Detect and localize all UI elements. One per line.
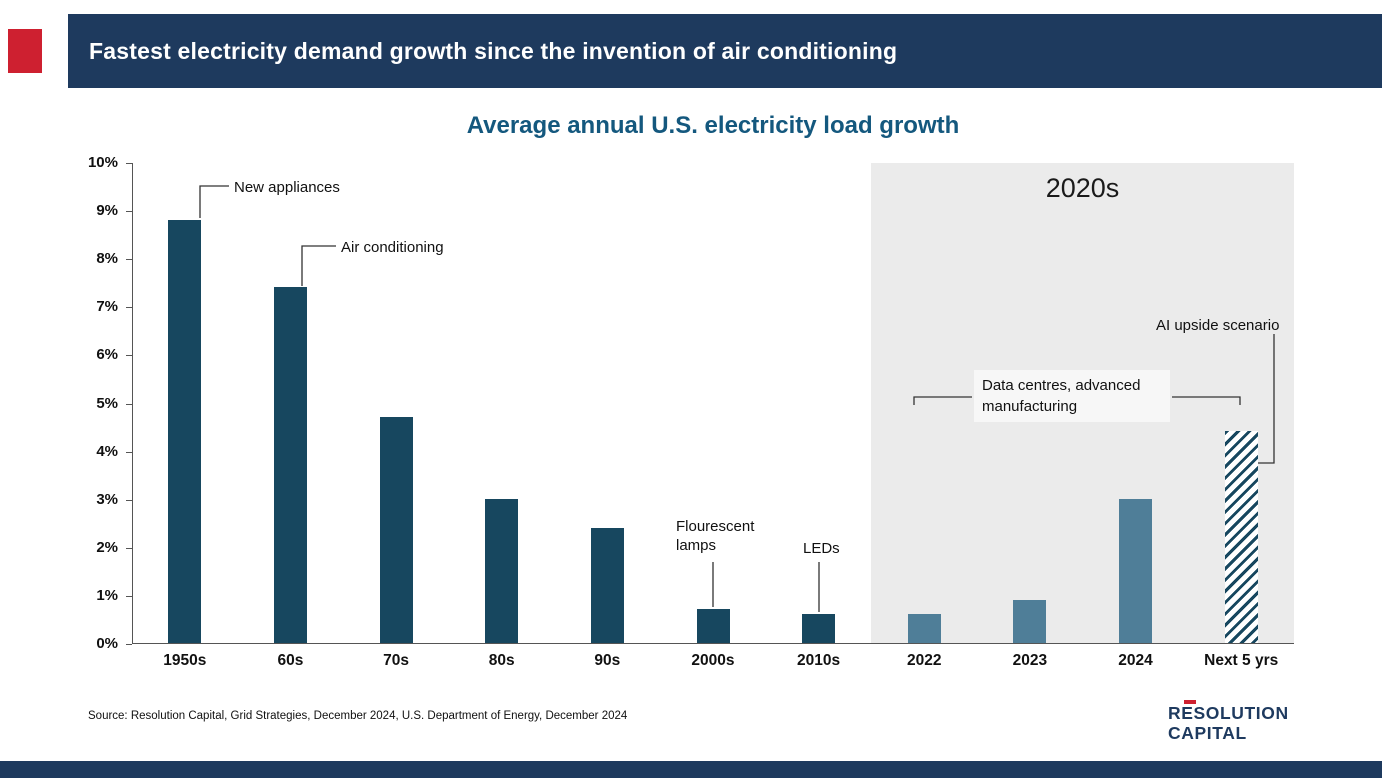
annotation-air-conditioning: Air conditioning <box>341 239 444 256</box>
y-axis-tick <box>126 163 132 164</box>
chart-title: Average annual U.S. electricity load gro… <box>466 112 960 139</box>
bar-2022 <box>907 614 941 643</box>
annotation-data-centres: Data centres, advanced manufacturing <box>974 370 1170 422</box>
y-axis-tick <box>126 307 132 309</box>
red-accent-square <box>8 29 42 73</box>
x-axis-label-2022: 2022 <box>907 652 942 669</box>
y-axis-tick <box>126 403 132 405</box>
bar-2000s <box>696 609 730 643</box>
annotation-new-appliances: New appliances <box>234 179 340 196</box>
y-axis-line <box>132 163 133 644</box>
annotation-ai-upside: AI upside scenario <box>1156 317 1280 334</box>
y-axis-tick <box>126 547 132 549</box>
x-axis-label-2010s: 2010s <box>797 652 841 669</box>
x-axis-label-70s: 70s <box>383 652 410 669</box>
x-axis-label-2000s: 2000s <box>691 652 735 669</box>
bars-container <box>132 163 1294 644</box>
bar-60s <box>274 287 307 643</box>
y-axis-tick <box>126 451 132 453</box>
y-axis-label-3%: 3% <box>96 490 118 508</box>
y-axis-label-4%: 4% <box>96 442 118 460</box>
bar-Next-5-yrs <box>1224 431 1258 643</box>
logo-line1: RESOLUTION <box>1168 703 1289 723</box>
x-axis-label-80s: 80s <box>488 652 515 669</box>
annotation-flourescent-lamps: Flourescent lamps <box>676 518 755 554</box>
y-axis-tick <box>126 595 132 597</box>
bar-70s <box>379 416 413 643</box>
y-axis-labels: 0% 1% 2% 3% 4% 5% 6% 7% 8% 9% 10% <box>80 154 124 652</box>
header-title: Fastest electricity demand growth since … <box>89 37 898 64</box>
bottom-bar <box>0 761 1382 778</box>
y-axis-label-9%: 9% <box>96 202 118 220</box>
logo-line2: CAPITAL <box>1168 723 1247 743</box>
x-axis-line <box>132 643 1294 644</box>
logo-red-accent <box>1184 700 1196 704</box>
x-axis-label-90s: 90s <box>594 652 621 669</box>
y-axis-label-6%: 6% <box>96 346 118 364</box>
resolution-capital-logo: RESOLUTION CAPITAL <box>1168 700 1289 743</box>
bar-1950s <box>168 219 202 643</box>
y-axis-label-5%: 5% <box>96 394 118 412</box>
y-axis-tick <box>126 355 132 357</box>
y-axis-label-1%: 1% <box>96 586 118 604</box>
y-axis-label-0%: 0% <box>96 635 118 652</box>
y-axis-tick <box>126 499 132 501</box>
y-axis-tick <box>126 644 132 645</box>
y-axis-tick <box>126 259 132 261</box>
x-axis-label-2023: 2023 <box>1012 652 1048 669</box>
decade-label: 2020s <box>1045 173 1120 203</box>
y-axis-tick <box>126 211 132 213</box>
x-axis-label-60s: 60s <box>277 652 304 669</box>
bar-90s <box>590 527 624 643</box>
y-axis-label-10%: 10% <box>87 154 118 171</box>
y-axis-label-8%: 8% <box>96 250 118 268</box>
x-axis-labels: 1950s 60s 70s 80s 90s 2000s 2010s 2022 2023 2024 N… <box>132 652 1294 674</box>
x-axis-label-Next-5-yrs: Next 5 yrs <box>1204 652 1279 669</box>
x-axis-label-1950s: 1950s <box>163 652 207 669</box>
bar-80s <box>485 498 519 643</box>
x-axis-label-2024: 2024 <box>1118 652 1153 669</box>
y-axis-label-7%: 7% <box>96 298 118 316</box>
bar-2024 <box>1119 498 1152 643</box>
annotation-leds: LEDs <box>803 540 840 557</box>
source-note: Source: Resolution Capital, Grid Strateg… <box>88 710 628 722</box>
header-bar: Fastest electricity demand growth since … <box>68 14 1382 88</box>
bar-2010s <box>802 614 836 643</box>
bar-2023 <box>1013 599 1047 643</box>
y-axis-label-2%: 2% <box>96 538 118 556</box>
